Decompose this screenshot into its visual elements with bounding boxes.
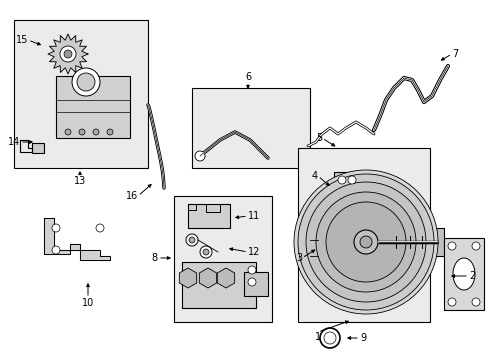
Text: 14: 14 — [8, 137, 20, 147]
Bar — [443, 238, 483, 310]
Circle shape — [347, 176, 355, 184]
Text: 1: 1 — [314, 332, 321, 342]
Ellipse shape — [452, 258, 474, 290]
Text: 16: 16 — [125, 191, 138, 201]
Circle shape — [447, 298, 455, 306]
Bar — [32, 143, 44, 153]
Circle shape — [247, 278, 256, 286]
Bar — [192, 88, 309, 168]
Circle shape — [79, 129, 85, 135]
Circle shape — [60, 46, 76, 62]
Text: 15: 15 — [16, 35, 28, 45]
Circle shape — [77, 73, 95, 91]
Circle shape — [447, 242, 455, 250]
Circle shape — [72, 68, 100, 96]
Circle shape — [247, 266, 256, 274]
Circle shape — [200, 246, 212, 258]
Circle shape — [315, 192, 415, 292]
Bar — [174, 196, 271, 322]
Circle shape — [471, 298, 479, 306]
Circle shape — [297, 174, 433, 310]
Circle shape — [107, 129, 113, 135]
Circle shape — [325, 202, 405, 282]
Bar — [297, 148, 429, 322]
Circle shape — [93, 129, 99, 135]
Bar — [427, 228, 443, 256]
Bar — [305, 232, 321, 264]
Bar — [14, 20, 148, 168]
Circle shape — [52, 224, 60, 232]
Circle shape — [64, 50, 72, 58]
Circle shape — [185, 234, 198, 246]
Text: 13: 13 — [74, 176, 86, 186]
Circle shape — [96, 224, 104, 232]
Text: 3: 3 — [295, 253, 302, 263]
Circle shape — [65, 129, 71, 135]
Bar — [244, 272, 267, 296]
Text: 5: 5 — [315, 133, 321, 143]
Text: 4: 4 — [311, 171, 317, 181]
Circle shape — [324, 332, 335, 344]
Circle shape — [319, 328, 339, 348]
Circle shape — [189, 237, 195, 243]
Polygon shape — [44, 218, 110, 260]
Text: 2: 2 — [468, 271, 474, 281]
Circle shape — [293, 170, 437, 314]
Text: 12: 12 — [247, 247, 260, 257]
Bar — [333, 172, 357, 188]
Circle shape — [52, 246, 60, 254]
Circle shape — [471, 242, 479, 250]
Polygon shape — [48, 34, 88, 74]
Circle shape — [195, 151, 204, 161]
Text: 8: 8 — [152, 253, 158, 263]
Circle shape — [203, 249, 208, 255]
Circle shape — [337, 176, 346, 184]
Text: 9: 9 — [359, 333, 366, 343]
Text: 7: 7 — [451, 49, 457, 59]
Circle shape — [305, 182, 425, 302]
Text: 11: 11 — [247, 211, 260, 221]
Circle shape — [359, 236, 371, 248]
Bar — [187, 204, 229, 228]
Text: 10: 10 — [81, 298, 94, 308]
Text: 6: 6 — [244, 72, 250, 82]
Bar — [56, 76, 130, 138]
Bar — [182, 262, 256, 308]
Circle shape — [353, 230, 377, 254]
